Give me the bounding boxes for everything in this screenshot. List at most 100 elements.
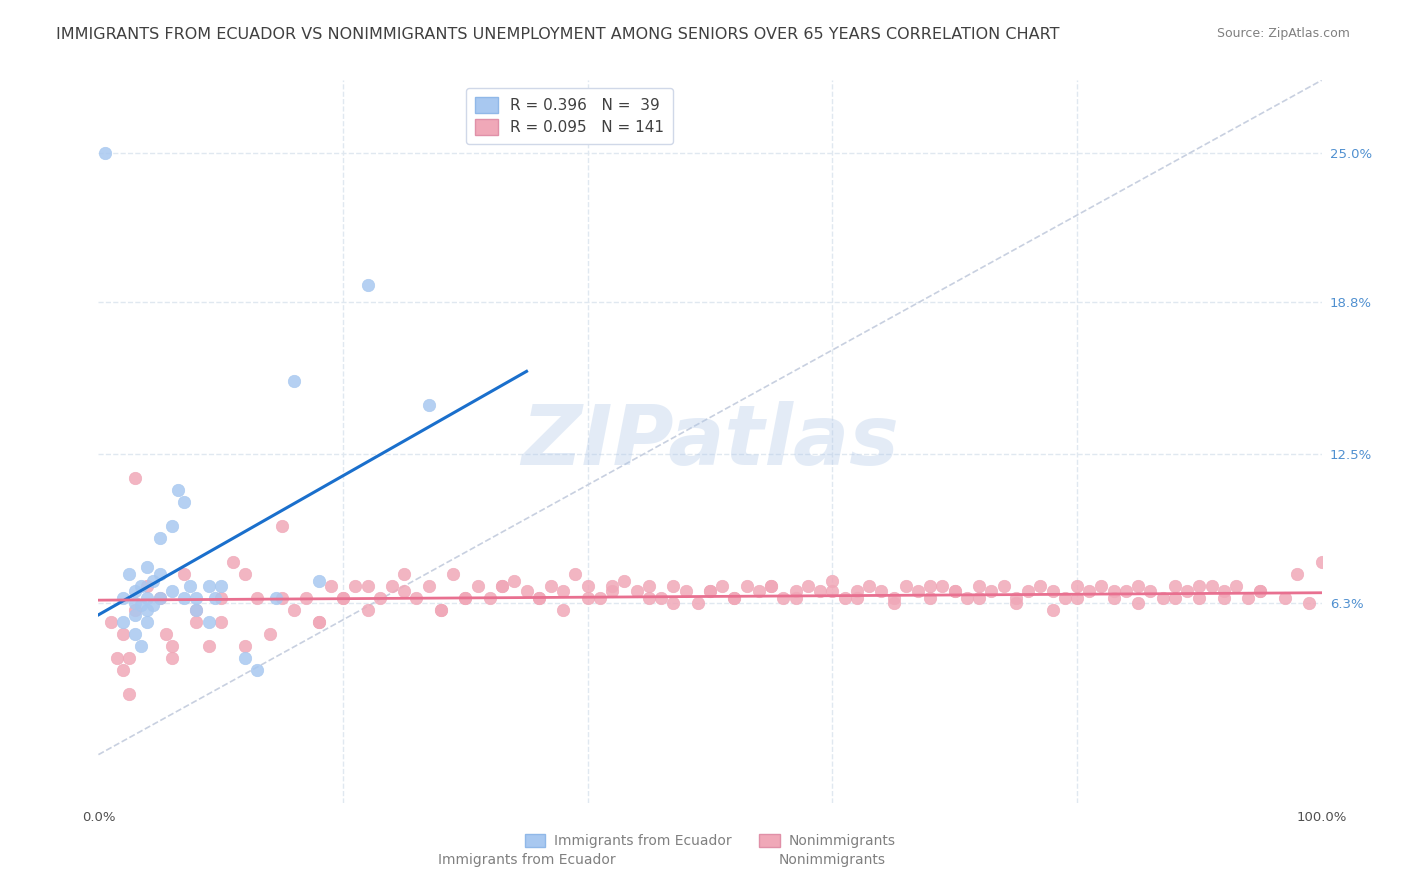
Point: [167, 483, 190, 497]
Point: [124, 603, 146, 617]
Point: [381, 579, 404, 593]
Point: [136, 615, 159, 630]
Point: [589, 591, 612, 606]
Point: [124, 583, 146, 598]
Point: [772, 591, 794, 606]
Point: [920, 579, 942, 593]
Point: [149, 531, 172, 545]
Point: [124, 607, 146, 622]
Point: [1249, 583, 1271, 598]
Point: [270, 591, 294, 606]
Point: [136, 579, 159, 593]
Point: [1004, 591, 1026, 606]
Point: [515, 583, 537, 598]
Point: [1017, 583, 1039, 598]
Point: [1152, 591, 1174, 606]
Point: [735, 579, 758, 593]
Point: [118, 567, 141, 582]
Point: [1128, 596, 1150, 610]
Point: [186, 603, 208, 617]
Point: [478, 591, 501, 606]
Point: [834, 591, 856, 606]
Point: [209, 591, 232, 606]
Point: [233, 567, 256, 582]
Point: [967, 579, 990, 593]
Point: [808, 583, 831, 598]
Text: Nonimmigrants: Nonimmigrants: [779, 854, 886, 867]
Point: [136, 559, 159, 574]
Point: [576, 579, 599, 593]
Point: [209, 579, 232, 593]
Point: [186, 603, 208, 617]
Point: [149, 591, 172, 606]
Point: [233, 639, 256, 653]
Point: [467, 579, 489, 593]
Point: [149, 567, 172, 582]
Point: [576, 591, 599, 606]
Point: [1139, 583, 1161, 598]
Point: [491, 579, 513, 593]
Point: [527, 591, 550, 606]
Point: [993, 579, 1015, 593]
Point: [600, 583, 623, 598]
Point: [1115, 583, 1137, 598]
Point: [894, 579, 917, 593]
Point: [1298, 596, 1320, 610]
Point: [283, 603, 305, 617]
Point: [845, 583, 868, 598]
Point: [179, 579, 201, 593]
Point: [136, 591, 159, 606]
Point: [821, 574, 844, 589]
Point: [1102, 591, 1125, 606]
Point: [1042, 583, 1064, 598]
Point: [155, 627, 177, 641]
Point: [797, 579, 820, 593]
Text: ZIPatlas: ZIPatlas: [522, 401, 898, 482]
Point: [1225, 579, 1247, 593]
Point: [124, 596, 146, 610]
Point: [283, 375, 305, 389]
Point: [1164, 579, 1187, 593]
Point: [173, 591, 195, 606]
Point: [173, 567, 195, 582]
Point: [160, 519, 183, 533]
Point: [405, 591, 427, 606]
Point: [441, 567, 464, 582]
Point: [626, 583, 648, 598]
Point: [564, 567, 586, 582]
Point: [600, 579, 623, 593]
Point: [264, 591, 287, 606]
Point: [270, 519, 294, 533]
Point: [858, 579, 880, 593]
Point: [907, 583, 929, 598]
Point: [295, 591, 318, 606]
Point: [100, 615, 122, 630]
Point: [540, 579, 562, 593]
Point: [111, 627, 134, 641]
Point: [553, 603, 575, 617]
Point: [111, 664, 134, 678]
Point: [686, 596, 709, 610]
Point: [430, 603, 453, 617]
Point: [308, 574, 330, 589]
Point: [1128, 579, 1150, 593]
Point: [943, 583, 966, 598]
Point: [1066, 591, 1088, 606]
Point: [883, 596, 905, 610]
Point: [392, 567, 416, 582]
Point: [943, 583, 966, 598]
Point: [430, 603, 453, 617]
Point: [149, 591, 172, 606]
Point: [308, 615, 330, 630]
Point: [1237, 591, 1260, 606]
Point: [308, 615, 330, 630]
Point: [1042, 603, 1064, 617]
Point: [662, 596, 685, 610]
Point: [105, 651, 128, 665]
Point: [111, 591, 134, 606]
Point: [637, 579, 661, 593]
Point: [142, 599, 165, 613]
Point: [761, 579, 783, 593]
Point: [418, 579, 440, 593]
Point: [454, 591, 477, 606]
